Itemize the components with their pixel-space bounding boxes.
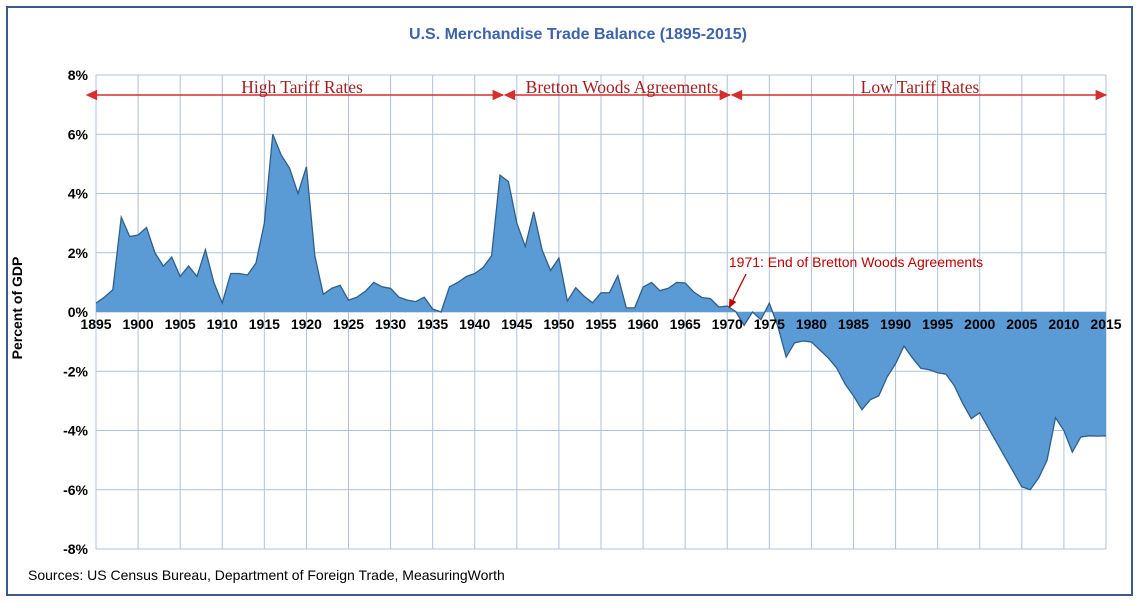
svg-text:Percent of GDP: Percent of GDP: [9, 257, 25, 360]
svg-text:1970: 1970: [712, 316, 743, 332]
svg-text:1950: 1950: [543, 316, 574, 332]
svg-text:1900: 1900: [123, 316, 154, 332]
svg-text:-8%: -8%: [63, 541, 88, 557]
svg-text:-4%: -4%: [63, 423, 88, 439]
svg-text:1920: 1920: [291, 316, 322, 332]
svg-text:1985: 1985: [838, 316, 869, 332]
svg-text:-6%: -6%: [63, 482, 88, 498]
svg-text:6%: 6%: [68, 126, 89, 142]
svg-text:1955: 1955: [585, 316, 616, 332]
svg-text:1965: 1965: [670, 316, 701, 332]
svg-text:8%: 8%: [68, 67, 89, 83]
svg-text:Sources: US Census Bureau, Dep: Sources: US Census Bureau, Department of…: [28, 567, 505, 583]
svg-text:1960: 1960: [628, 316, 659, 332]
svg-text:High Tariff Rates: High Tariff Rates: [241, 77, 363, 97]
svg-text:2010: 2010: [1048, 316, 1079, 332]
svg-text:2%: 2%: [68, 245, 89, 261]
svg-text:1905: 1905: [165, 316, 196, 332]
svg-text:1980: 1980: [796, 316, 827, 332]
svg-text:1995: 1995: [922, 316, 953, 332]
svg-text:1915: 1915: [249, 316, 280, 332]
svg-text:Bretton Woods Agreements: Bretton Woods Agreements: [526, 77, 719, 97]
svg-text:1971: End of Bretton Woods Agr: 1971: End of Bretton Woods Agreements: [729, 254, 983, 270]
svg-text:1930: 1930: [375, 316, 406, 332]
svg-text:1925: 1925: [333, 316, 364, 332]
svg-text:1945: 1945: [501, 316, 532, 332]
svg-text:2015: 2015: [1090, 316, 1121, 332]
svg-text:1895: 1895: [80, 316, 111, 332]
svg-text:2000: 2000: [964, 316, 995, 332]
svg-text:1990: 1990: [880, 316, 911, 332]
svg-text:1975: 1975: [754, 316, 785, 332]
svg-text:Low Tariff Rates: Low Tariff Rates: [861, 77, 980, 97]
svg-text:4%: 4%: [68, 186, 89, 202]
svg-text:U.S. Merchandise Trade Balance: U.S. Merchandise Trade Balance (1895-201…: [409, 26, 747, 43]
svg-text:1910: 1910: [207, 316, 238, 332]
svg-text:-2%: -2%: [63, 363, 88, 379]
svg-text:1940: 1940: [459, 316, 490, 332]
svg-text:2005: 2005: [1006, 316, 1037, 332]
svg-text:1935: 1935: [417, 316, 448, 332]
